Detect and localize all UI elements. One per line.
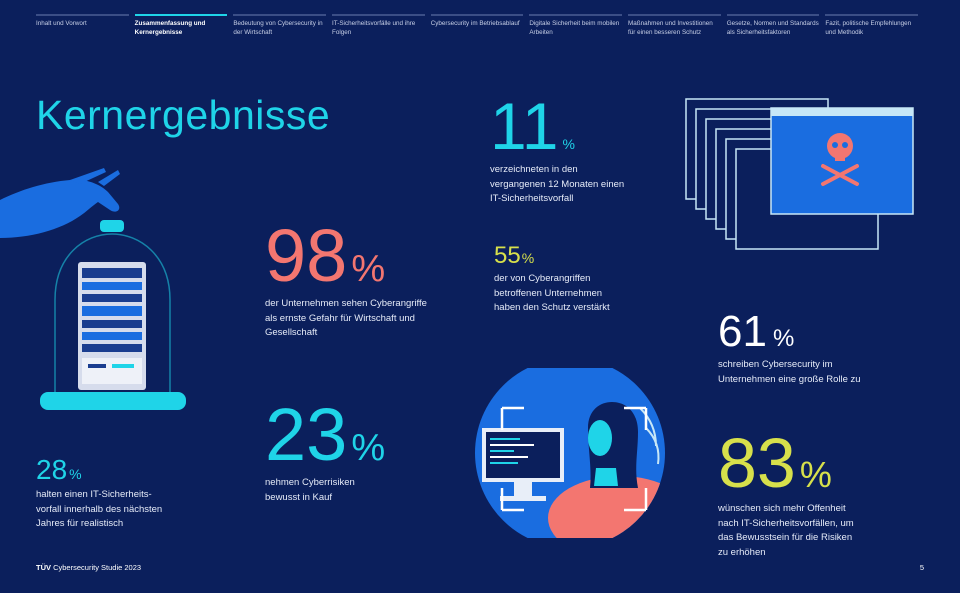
stat-text: der von Cyberangriffen betroffenen Unter… [494,273,610,313]
nav-bar [628,14,721,16]
nav-bar-active [134,14,228,16]
chapter-nav: Inhalt und Vorwort Zusammenfassung und K… [36,14,924,37]
stat-unit: % [351,248,386,290]
study-title: Cybersecurity Studie 2023 [53,563,142,572]
nav-item-betriebsablauf[interactable]: Cybersecurity im Betriebsablauf [430,14,530,37]
stat-text: schreiben Cybersecurity im Unternehmen e… [718,359,861,385]
brand-logo-text: TÜV [36,563,51,572]
stat-unit: % [351,427,386,469]
nav-label: Bedeutung von Cybersecurity in der Wirts… [233,20,323,36]
stat-98: 98% der Unternehmen sehen Cyberangriffe … [265,219,430,341]
stat-unit: % [772,325,795,352]
page-number: 5 [919,563,924,572]
nav-bar [332,14,425,16]
stat-unit: % [562,136,575,152]
stat-55: 55% der von Cyberangriffen betroffenen U… [494,244,619,316]
stat-83: 83% wünschen sich mehr Offenheit nach IT… [718,428,858,560]
stat-value: 28 [36,454,68,485]
stat-text: halten einen IT-Sicherheits-vorfall inne… [36,489,163,529]
stat-value: 11 [490,89,559,163]
nav-bar [233,14,327,16]
stat-text: wünschen sich mehr Offenheit nach IT-Sic… [718,503,854,558]
stat-unit: % [799,454,832,495]
nav-label: Digitale Sicherheit beim mobilen Arbeite… [529,20,620,36]
nav-bar [430,14,524,16]
stat-text: der Unternehmen sehen Cyberangriffe als … [265,298,427,338]
nav-label: Inhalt und Vorwort [36,20,87,27]
nav-bar [726,14,820,16]
stat-28: 28% halten einen IT-Sicherheits-vorfall … [36,456,166,532]
footer-brand: TÜV Cybersecurity Studie 2023 [36,563,141,572]
server-dome-illustration [0,168,186,410]
nav-bar [529,14,623,16]
stat-value: 23 [265,393,348,476]
stat-11: 11% verzeichneten in den vergangenen 12 … [490,93,625,207]
nav-item-mobil[interactable]: Digitale Sicherheit beim mobilen Arbeite… [529,14,628,37]
nav-item-vorfaelle[interactable]: IT-Sicherheitsvorfälle und ihre Folgen [332,14,431,37]
malware-windows-illustration [685,98,914,250]
nav-label: Gesetze, Normen und Standards als Sicher… [726,20,819,36]
stat-23: 23% nehmen Cyberrisiken bewusst in Kauf [265,398,385,505]
stat-unit: % [521,250,535,266]
nav-label: Cybersecurity im Betriebsablauf [430,20,520,27]
nav-item-massnahmen[interactable]: Maßnahmen und Investitionen für einen be… [628,14,727,37]
nav-item-inhalt[interactable]: Inhalt und Vorwort [36,14,135,37]
nav-item-zusammenfassung[interactable]: Zusammenfassung und Kernergebnisse [134,14,234,37]
stat-text: nehmen Cyberrisiken bewusst in Kauf [265,477,355,503]
nav-label: Maßnahmen und Investitionen für einen be… [628,20,713,36]
page-title: Kernergebnisse [36,92,331,138]
nav-bar [36,14,129,16]
nav-label: IT-Sicherheitsvorfälle und ihre Folgen [332,20,416,36]
stat-61: 61% schreiben Cybersecurity im Unternehm… [718,310,883,387]
nav-item-bedeutung[interactable]: Bedeutung von Cybersecurity in der Wirts… [233,14,332,37]
stat-value: 61 [718,307,767,356]
nav-item-fazit[interactable]: Fazit, politische Empfehlungen und Metho… [825,14,924,37]
stat-value: 55 [494,242,521,269]
analyst-at-monitor-illustration [475,368,665,538]
stat-text: verzeichneten in den vergangenen 12 Mona… [490,164,625,204]
nav-bar [825,14,919,16]
nav-label: Fazit, politische Empfehlungen und Metho… [825,20,912,36]
nav-item-gesetze[interactable]: Gesetze, Normen und Standards als Sicher… [726,14,826,37]
nav-label: Zusammenfassung und Kernergebnisse [134,20,206,36]
stat-value: 83 [718,424,796,502]
stat-value: 98 [265,214,348,297]
stat-unit: % [69,466,82,482]
